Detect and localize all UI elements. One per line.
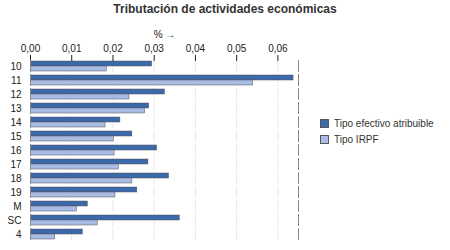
svg-text:0,05: 0,05 (227, 43, 247, 54)
svg-text:10: 10 (10, 61, 22, 72)
svg-text:14: 14 (10, 117, 22, 128)
svg-text:0,02: 0,02 (103, 43, 123, 54)
svg-text:11: 11 (11, 75, 22, 86)
html-text:Tipo IRPF: Tipo IRPF (334, 134, 379, 145)
svg-text:4: 4 (16, 229, 22, 240)
svg-text:SC: SC (8, 215, 22, 226)
svg-text:16: 16 (10, 145, 22, 156)
svg-text:0,04: 0,04 (186, 43, 206, 54)
svg-text:18: 18 (10, 173, 22, 184)
svg-text:% →: % → (154, 29, 176, 40)
html-text:Tipo efectivo atribuible: Tipo efectivo atribuible (334, 118, 434, 129)
svg-text:13: 13 (10, 103, 22, 114)
svg-text:19: 19 (10, 187, 22, 198)
svg-text:15: 15 (10, 131, 22, 142)
html-text:Tributación de actividades eco: Tributación de actividades económicas (113, 2, 337, 16)
svg-text:0,03: 0,03 (144, 43, 164, 54)
svg-text:17: 17 (10, 159, 22, 170)
svg-text:12: 12 (10, 89, 22, 100)
svg-text:0,00: 0,00 (21, 43, 41, 54)
svg-text:M: M (13, 201, 21, 212)
svg-text:0,01: 0,01 (62, 43, 82, 54)
svg-text:0,06: 0,06 (268, 43, 288, 54)
